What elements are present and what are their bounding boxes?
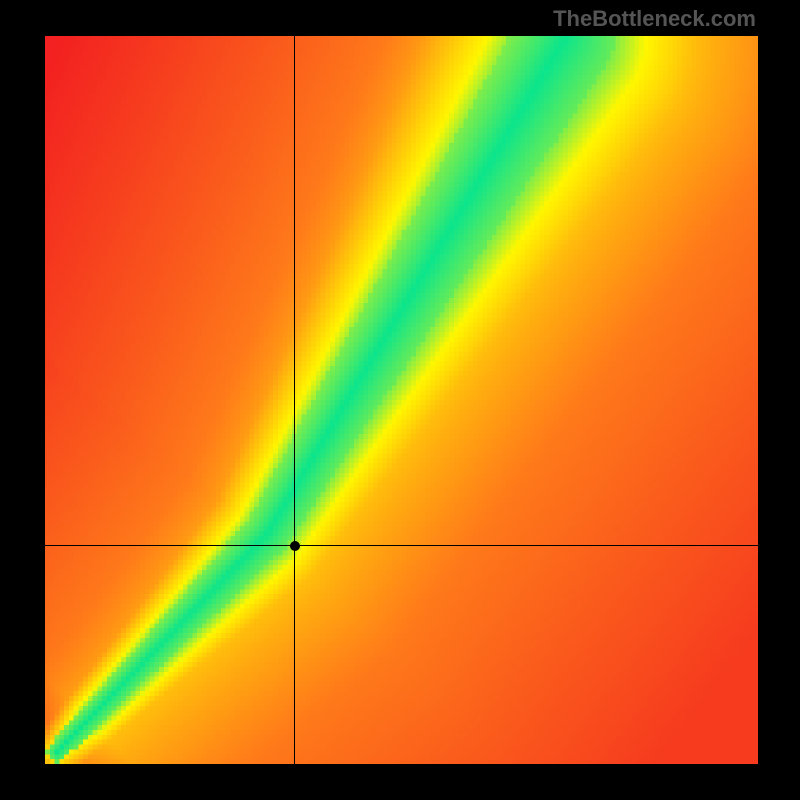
crosshair-vertical <box>294 36 295 764</box>
bottleneck-heatmap <box>45 36 758 764</box>
chart-container: { "type": "heatmap", "dimensions": { "wi… <box>0 0 800 800</box>
crosshair-marker-dot <box>290 541 300 551</box>
crosshair-horizontal <box>45 545 758 546</box>
source-credit-text: TheBottleneck.com <box>553 6 756 32</box>
